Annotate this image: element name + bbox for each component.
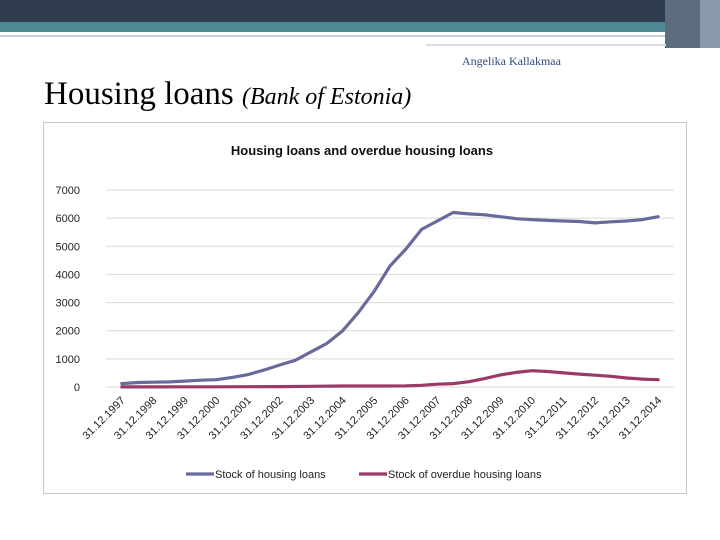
line-chart: Housing loans and overdue housing loans …: [56, 143, 674, 481]
legend-label-2: Stock of overdue housing loans: [388, 469, 542, 481]
author-divider: [426, 44, 666, 46]
y-tick-label: 2000: [56, 326, 80, 338]
series-line-1: [120, 210, 660, 386]
y-tick-label: 6000: [56, 213, 80, 225]
slide-title: Housing loans (Bank of Estonia): [44, 76, 411, 113]
y-tick-label: 3000: [56, 298, 80, 310]
legend: Stock of housing loans Stock of overdue h…: [186, 469, 542, 481]
y-tick-label: 0: [74, 382, 80, 394]
chart-frame: Housing loans and overdue housing loans …: [43, 122, 687, 494]
gridlines: [106, 189, 674, 388]
header-corner-block-light: [700, 0, 720, 48]
series-lines: [120, 210, 660, 389]
series-line-2: [120, 369, 660, 389]
y-tick-label: 1000: [56, 354, 80, 366]
header-divider: [0, 35, 720, 37]
header-accent-bar: [0, 22, 720, 32]
legend-label-1: Stock of housing loans: [215, 469, 326, 481]
y-tick-label: 5000: [56, 241, 80, 253]
y-axis: 0 1000 2000 3000 4000 5000 6000 7000: [56, 185, 80, 394]
author-name: Angelika Kallakmaa: [462, 54, 561, 68]
x-axis: 31.12.199731.12.199831.12.199931.12.2000…: [80, 395, 664, 442]
y-tick-label: 7000: [56, 185, 80, 197]
y-tick-label: 4000: [56, 269, 80, 281]
slide-title-main: Housing loans: [44, 76, 234, 112]
slide-title-sub: (Bank of Estonia): [242, 84, 412, 110]
header-bar: [0, 0, 720, 22]
chart-title: Housing loans and overdue housing loans: [231, 143, 493, 158]
